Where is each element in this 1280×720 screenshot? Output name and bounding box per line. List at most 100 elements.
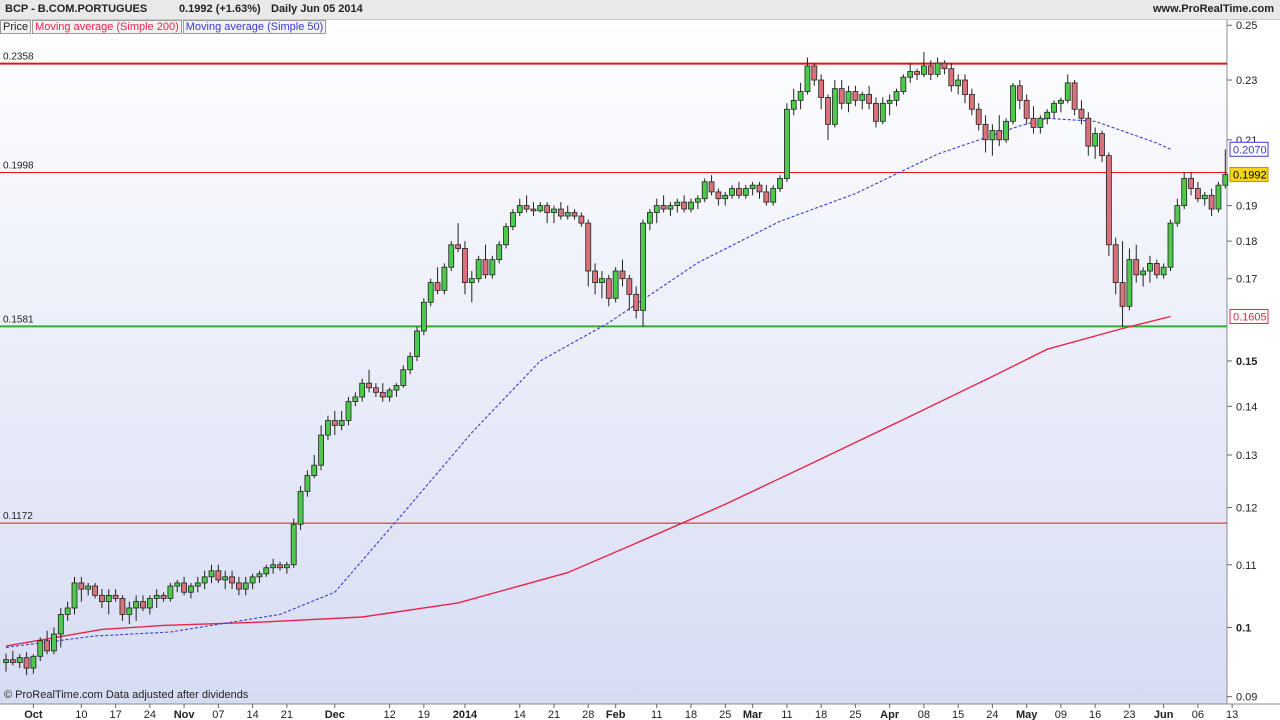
- candle-25: [174, 579, 181, 593]
- candle-body: [468, 278, 475, 283]
- candle-body: [708, 181, 715, 193]
- candle-body: [229, 576, 235, 584]
- candle-75: [516, 198, 523, 217]
- y-tick-label: 0.09: [1236, 692, 1257, 704]
- x-tick-label: 25: [849, 709, 861, 720]
- candle-28: [194, 576, 201, 593]
- candle-body: [99, 594, 105, 603]
- candle-114: [784, 103, 790, 182]
- candle-105: [722, 191, 729, 206]
- candle-body: [1174, 205, 1181, 224]
- x-tick-label: Nov: [174, 709, 196, 720]
- candle-body: [1030, 117, 1037, 128]
- candle-body: [1044, 111, 1051, 119]
- candle-15: [105, 589, 112, 615]
- candle-body: [742, 188, 749, 196]
- candle-body: [1195, 188, 1201, 200]
- candle-body: [701, 181, 708, 200]
- candle-30: [208, 564, 215, 583]
- candle-40: [277, 561, 283, 571]
- candle-52: [359, 378, 366, 402]
- legend-ma50[interactable]: Moving average (Simple 50): [182, 20, 327, 34]
- y-tick-label: 0.19: [1236, 201, 1257, 213]
- x-tick-label: 15: [952, 709, 964, 720]
- candle-body: [523, 205, 530, 210]
- candle-73: [503, 223, 509, 249]
- candle-99: [681, 195, 688, 213]
- candle-41: [283, 561, 290, 574]
- candle-88: [605, 274, 612, 307]
- candle-body: [318, 434, 325, 466]
- candle-143: [982, 115, 989, 153]
- last-price-tag-text: 0.1992: [1233, 170, 1267, 182]
- candle-body: [852, 91, 859, 101]
- candle-body: [1133, 259, 1140, 276]
- candle-body: [496, 244, 503, 261]
- candle-155: [1064, 74, 1071, 104]
- candle-96: [660, 195, 667, 213]
- candle-body: [51, 633, 57, 652]
- candle-body: [1160, 266, 1167, 276]
- site-url[interactable]: www.ProRealTime.com: [1152, 3, 1274, 15]
- x-tick-label: 14: [514, 709, 526, 720]
- candle-2: [16, 654, 23, 669]
- candle-142: [975, 103, 982, 131]
- candle-121: [831, 80, 838, 128]
- ma200-value-tag-box: [1229, 308, 1269, 324]
- candle-35: [242, 576, 249, 596]
- candle-112: [770, 185, 777, 206]
- candle-29: [201, 570, 208, 590]
- level-label-0.1581: 0.1581: [3, 314, 34, 325]
- candle-body: [167, 585, 174, 599]
- candle-body: [462, 248, 468, 283]
- candle-body: [544, 205, 551, 213]
- last-quote: 0.1992 (+1.63%): [179, 3, 261, 15]
- candle-49: [338, 410, 345, 431]
- candle-body: [283, 564, 290, 569]
- candle-body: [934, 62, 941, 75]
- candle-body: [715, 191, 722, 200]
- candle-42: [290, 518, 297, 568]
- x-tick-label: May: [1016, 709, 1038, 720]
- legend-price[interactable]: Price: [0, 20, 32, 34]
- candle-173: [1188, 171, 1194, 196]
- symbol-title: BCP - B.COM.PORTUGUES: [5, 3, 148, 15]
- candle-33: [229, 570, 235, 590]
- x-tick-label: Apr: [880, 709, 900, 720]
- candle-body: [44, 640, 50, 652]
- candle-body: [503, 226, 509, 246]
- y-tick-label: 0.18: [1236, 236, 1257, 248]
- candle-115: [790, 88, 797, 116]
- candle-body: [1105, 155, 1112, 246]
- candle-43: [297, 486, 304, 530]
- x-tick-label: 12: [383, 709, 395, 720]
- candle-159: [1092, 127, 1099, 159]
- footer-note: © ProRealTime.com Data adjusted after di…: [4, 689, 249, 701]
- candle-37: [256, 570, 263, 583]
- candle-167: [1147, 255, 1153, 283]
- candle-51: [352, 392, 359, 407]
- candle-128: [879, 97, 886, 125]
- candle-7: [51, 627, 57, 655]
- candle-90: [619, 259, 626, 287]
- x-tick-label: 09: [1055, 709, 1067, 720]
- candle-body: [1058, 99, 1064, 104]
- candle-24: [167, 582, 174, 602]
- candle-body: [729, 188, 735, 196]
- candle-body: [393, 385, 400, 391]
- candle-148: [1016, 80, 1023, 110]
- candle-120: [825, 94, 831, 140]
- candle-72: [496, 241, 503, 264]
- ma200-line: [5, 315, 1171, 647]
- candle-body: [64, 607, 71, 615]
- legend-ma200[interactable]: Moving average (Simple 200): [32, 20, 182, 34]
- candle-body: [16, 657, 23, 663]
- candle-70: [482, 244, 489, 279]
- candle-116: [797, 82, 804, 110]
- candle-141: [968, 88, 975, 116]
- candle-body: [489, 259, 496, 276]
- candle-body: [674, 201, 681, 206]
- candle-body: [188, 585, 194, 593]
- candle-172: [1181, 171, 1188, 210]
